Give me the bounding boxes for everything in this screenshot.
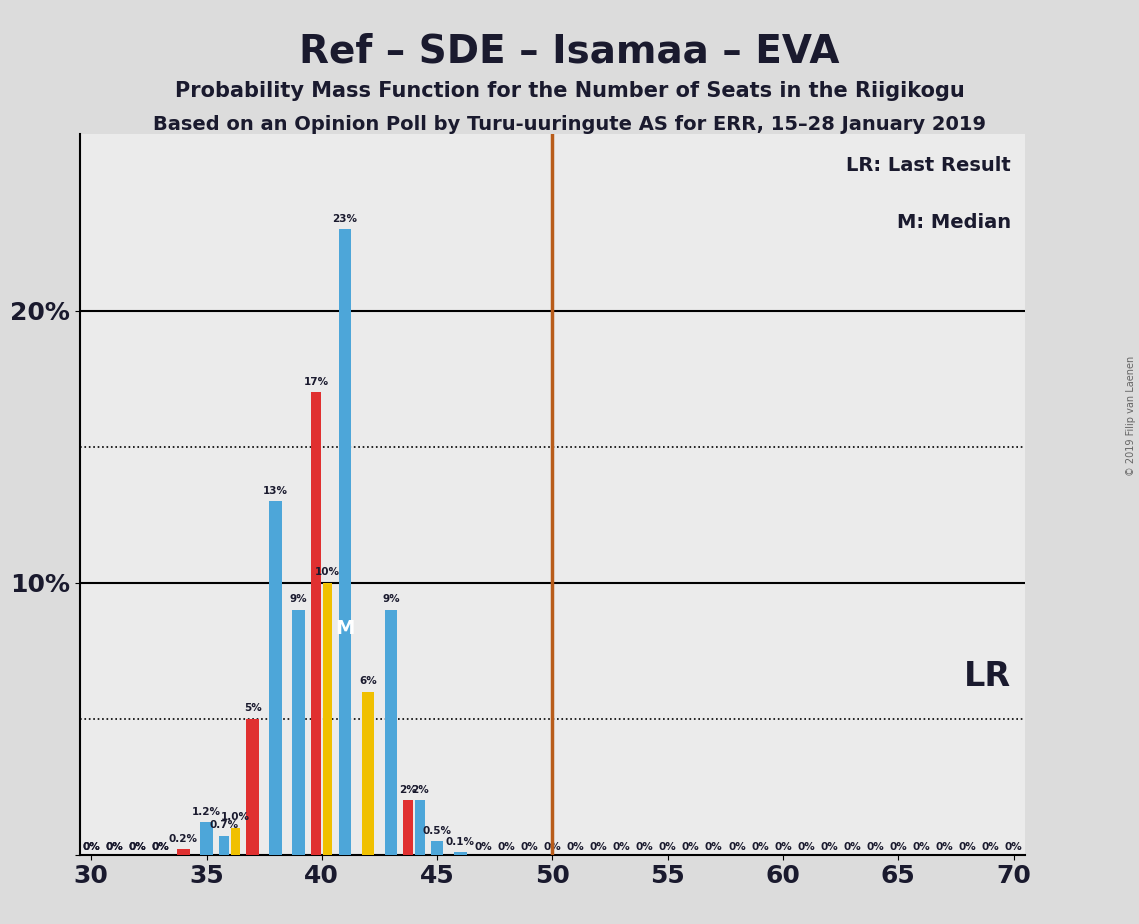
Bar [415, 800, 425, 855]
Bar [219, 835, 229, 855]
Text: 0%: 0% [843, 842, 861, 852]
Text: 0%: 0% [890, 842, 907, 852]
Text: 0%: 0% [543, 842, 562, 852]
Text: Probability Mass Function for the Number of Seats in the Riigikogu: Probability Mass Function for the Number… [174, 81, 965, 102]
Text: 6%: 6% [359, 676, 377, 687]
Text: 0%: 0% [474, 842, 492, 852]
Text: 0%: 0% [129, 842, 146, 852]
Bar [270, 501, 282, 855]
Bar [453, 852, 467, 855]
Bar [361, 691, 375, 855]
Text: 0%: 0% [1005, 842, 1023, 852]
Text: 9%: 9% [383, 594, 400, 604]
Text: M: Median: M: Median [896, 213, 1011, 232]
Text: 0.2%: 0.2% [169, 833, 198, 844]
Text: 17%: 17% [303, 377, 329, 387]
Text: 0%: 0% [151, 842, 170, 852]
Bar [178, 849, 190, 855]
Text: 0%: 0% [590, 842, 607, 852]
Bar [385, 610, 398, 855]
Text: 0%: 0% [751, 842, 769, 852]
Text: 1.0%: 1.0% [221, 812, 249, 822]
Text: 0%: 0% [129, 842, 146, 852]
Text: 0%: 0% [867, 842, 884, 852]
Text: 0%: 0% [82, 842, 100, 852]
Text: 0%: 0% [797, 842, 814, 852]
Text: 2%: 2% [411, 784, 428, 795]
Text: Based on an Opinion Poll by Turu-uuringute AS for ERR, 15–28 January 2019: Based on an Opinion Poll by Turu-uuringu… [153, 116, 986, 135]
Bar [311, 393, 321, 855]
Text: 0%: 0% [682, 842, 699, 852]
Text: 0%: 0% [935, 842, 953, 852]
Text: 0%: 0% [151, 842, 170, 852]
Bar [322, 583, 333, 855]
Text: 0%: 0% [613, 842, 631, 852]
Text: 0%: 0% [728, 842, 746, 852]
Text: 0.5%: 0.5% [423, 826, 452, 835]
Bar [431, 841, 443, 855]
Text: 0%: 0% [521, 842, 539, 852]
Text: 13%: 13% [263, 486, 288, 495]
Text: 0%: 0% [82, 842, 100, 852]
Text: 0%: 0% [982, 842, 999, 852]
Text: 0%: 0% [566, 842, 584, 852]
Text: 9%: 9% [290, 594, 308, 604]
Text: 0%: 0% [775, 842, 792, 852]
Text: M: M [335, 619, 354, 638]
Text: 0%: 0% [959, 842, 976, 852]
Text: 0%: 0% [658, 842, 677, 852]
Text: 0%: 0% [106, 842, 123, 852]
Bar [230, 828, 240, 855]
Bar [293, 610, 305, 855]
Bar [403, 800, 413, 855]
Text: 0%: 0% [705, 842, 722, 852]
Text: 0.1%: 0.1% [445, 836, 475, 846]
Text: 5%: 5% [244, 703, 262, 713]
Text: 0%: 0% [912, 842, 931, 852]
Bar [246, 719, 259, 855]
Text: Ref – SDE – Isamaa – EVA: Ref – SDE – Isamaa – EVA [300, 32, 839, 70]
Text: 23%: 23% [333, 213, 358, 224]
Text: 10%: 10% [316, 567, 341, 578]
Text: 2%: 2% [400, 784, 417, 795]
Text: LR: Last Result: LR: Last Result [846, 155, 1011, 175]
Text: 0%: 0% [106, 842, 123, 852]
Bar [200, 822, 213, 855]
Text: 0%: 0% [636, 842, 654, 852]
Text: 0%: 0% [820, 842, 838, 852]
Text: 0%: 0% [498, 842, 515, 852]
Text: 1.2%: 1.2% [192, 807, 221, 817]
Text: LR: LR [964, 660, 1011, 693]
Text: © 2019 Filip van Laenen: © 2019 Filip van Laenen [1126, 356, 1136, 476]
Text: 0.7%: 0.7% [210, 821, 238, 831]
Bar [338, 229, 351, 855]
